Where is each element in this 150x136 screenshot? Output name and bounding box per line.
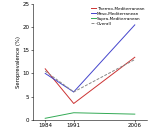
Supra-Mediterranean xyxy=(44,118,46,119)
Supra-Mediterranean xyxy=(73,112,75,114)
Legend: Thermo-Mediterranean, Meso-Mediterranean, Supra-Mediterranean, Overall: Thermo-Mediterranean, Meso-Mediterranean… xyxy=(90,6,145,26)
Line: Thermo-Mediterranean: Thermo-Mediterranean xyxy=(45,57,135,103)
Overall xyxy=(134,59,136,60)
Line: Supra-Mediterranean: Supra-Mediterranean xyxy=(45,113,135,118)
Overall xyxy=(44,70,46,72)
Meso-Mediterranean xyxy=(44,73,46,74)
Overall xyxy=(73,91,75,93)
Thermo-Mediterranean xyxy=(73,103,75,104)
Supra-Mediterranean xyxy=(134,113,136,115)
Meso-Mediterranean xyxy=(73,91,75,93)
Thermo-Mediterranean xyxy=(134,56,136,58)
Y-axis label: Seroprevalence (%): Seroprevalence (%) xyxy=(16,36,21,88)
Meso-Mediterranean xyxy=(134,24,136,26)
Thermo-Mediterranean xyxy=(44,68,46,70)
Line: Meso-Mediterranean: Meso-Mediterranean xyxy=(45,25,135,92)
Line: Overall: Overall xyxy=(45,60,135,92)
